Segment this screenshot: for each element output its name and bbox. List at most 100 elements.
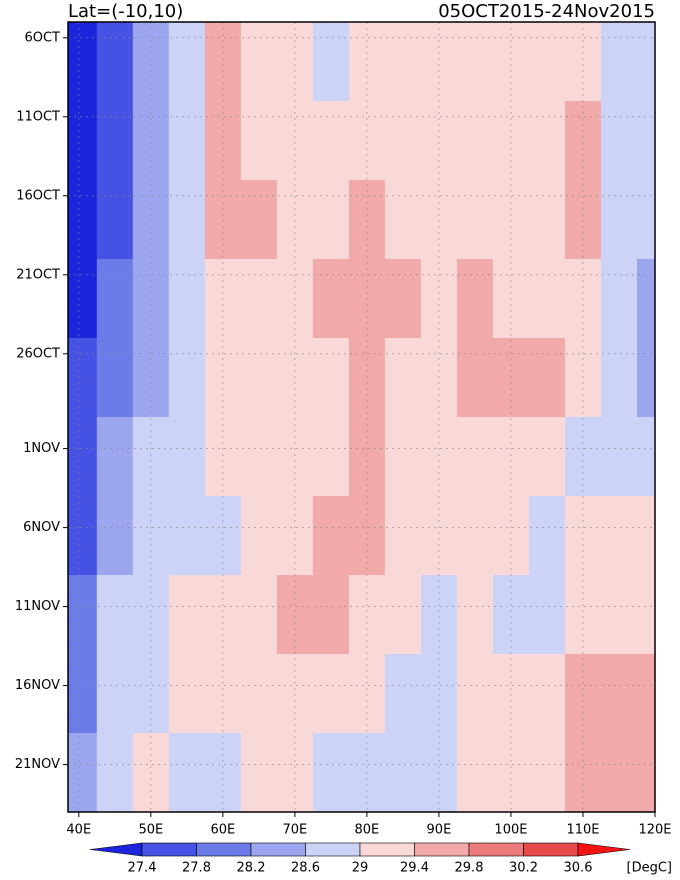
cell [168,496,206,576]
cell [240,259,278,339]
cell [636,101,655,181]
cell [636,575,655,655]
cell [96,22,134,102]
cell [636,496,655,576]
cell [68,654,98,734]
cell [132,654,170,734]
y-tick-label: 6NOV [23,520,60,535]
cell [96,180,134,260]
cell [528,180,566,260]
cell [96,575,134,655]
cell [276,180,314,260]
cell [168,733,206,812]
cell [240,733,278,812]
cell [636,338,655,418]
y-tick-label: 16OCT [16,188,60,203]
cell [96,338,134,418]
cell [68,575,98,655]
x-tick-label: 100E [494,823,527,838]
colorbar-segment [468,842,524,857]
cell [312,101,350,181]
cell [456,496,494,576]
y-tick-label: 16NOV [15,678,60,693]
cell [600,180,638,260]
cell [240,101,278,181]
cell [68,259,98,339]
cell [456,417,494,497]
x-tick-label: 60E [210,823,235,838]
cell [204,180,242,260]
cell [456,654,494,734]
cell [168,180,206,260]
cell [240,496,278,576]
x-tick-label: 50E [138,823,163,838]
x-tick-label: 70E [282,823,307,838]
x-tick-label: 90E [427,823,452,838]
cell [240,417,278,497]
cell [168,654,206,734]
cell [456,22,494,102]
cell [636,259,655,339]
cell [348,180,386,260]
cell [564,654,602,734]
cell [600,496,638,576]
cell [456,180,494,260]
cell [312,654,350,734]
colorbar-label: 27.4 [128,861,157,876]
cell [168,101,206,181]
cell [96,101,134,181]
cell [132,180,170,260]
cell [204,654,242,734]
cell [456,338,494,418]
colorbar-label: 29.4 [400,861,429,876]
cell [312,733,350,812]
x-tick-label: 80E [355,823,380,838]
cell [168,259,206,339]
colorbar-segment [250,842,306,857]
plot-frame [67,21,656,813]
cell [600,575,638,655]
colorbar-label: 30.2 [509,861,538,876]
cell [384,259,422,339]
cell [240,654,278,734]
cell [312,417,350,497]
cell [96,654,134,734]
cell [168,575,206,655]
y-tick-label: 1NOV [23,441,60,456]
cell [636,417,655,497]
x-tick-label: 120E [638,823,671,838]
colorbar-label: 30.6 [564,861,593,876]
colorbar-label: 28.6 [291,861,320,876]
cell [564,180,602,260]
cell [68,180,98,260]
y-tick-label: 11NOV [15,599,60,614]
cell [68,22,98,102]
cell [600,22,638,102]
colorbar-unit: [DegC] [627,861,672,876]
cell [600,259,638,339]
cell [492,654,530,734]
colorbar-segment [141,842,197,857]
cell [528,101,566,181]
chart-subtitle: 05OCT2015-24Nov2015 [438,1,655,22]
y-tick-label: 21OCT [16,267,60,282]
colorbar-segment [523,842,579,857]
cell [240,180,278,260]
cell [68,496,98,576]
cell [600,733,638,812]
cell [68,733,98,812]
cell [312,575,350,655]
cell [384,101,422,181]
cell [68,417,98,497]
cell [312,496,350,576]
cell [600,654,638,734]
cell [384,22,422,102]
cell [456,259,494,339]
x-tick-label: 110E [566,823,599,838]
cell [528,22,566,102]
cell [420,180,458,260]
cell [68,338,98,418]
colorbar-segment [196,842,252,857]
cell [492,180,530,260]
